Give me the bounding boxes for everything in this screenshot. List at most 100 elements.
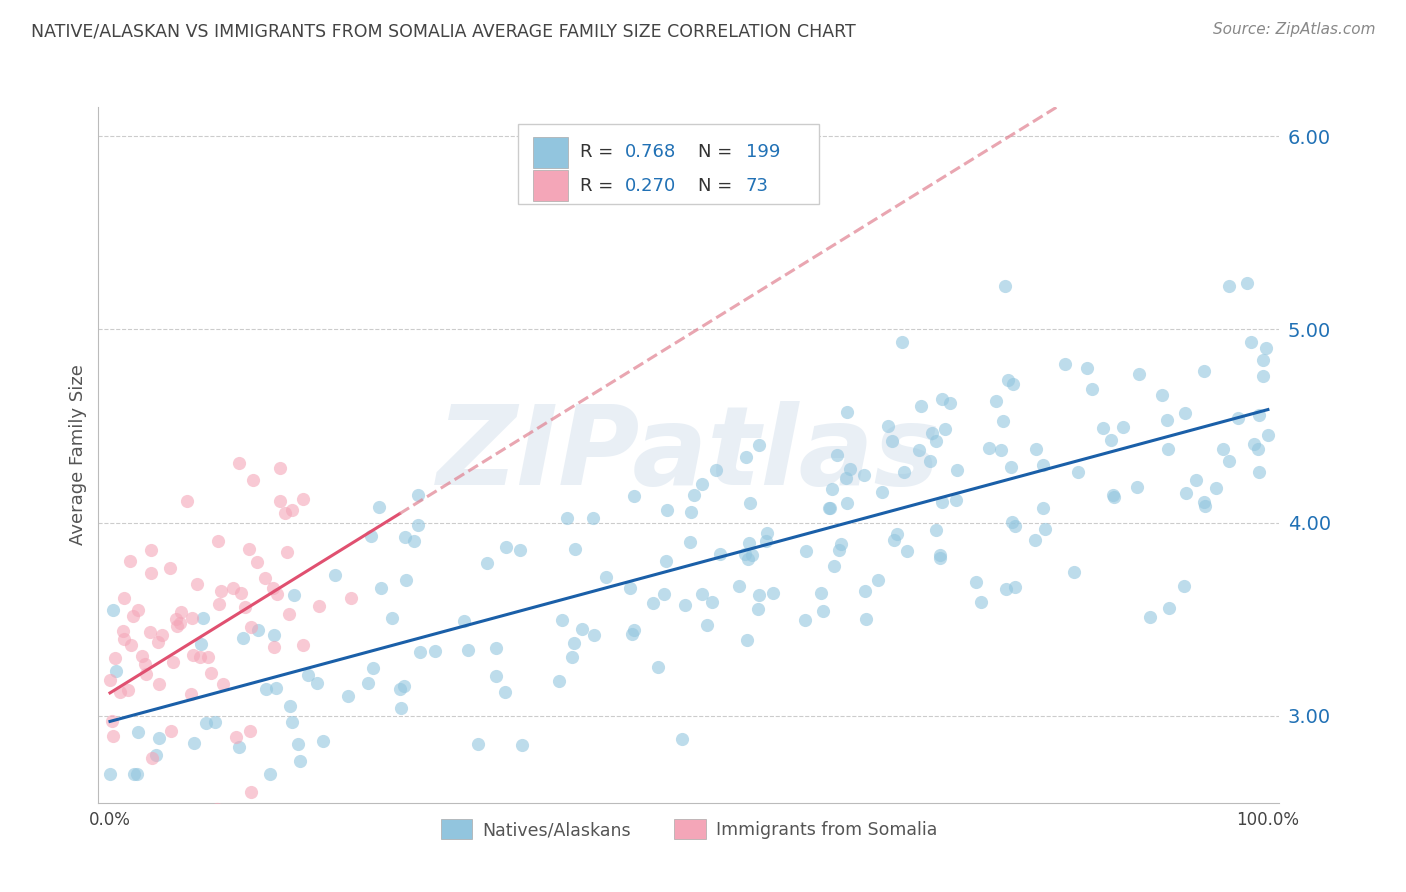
Point xyxy=(1150,388,1173,402)
Point xyxy=(696,618,718,632)
Point xyxy=(381,611,404,625)
Point xyxy=(945,492,967,507)
Point xyxy=(1001,377,1024,392)
Point xyxy=(340,591,363,605)
Point xyxy=(160,844,183,858)
Point xyxy=(207,534,229,549)
Point xyxy=(278,699,301,714)
Point xyxy=(853,467,876,482)
Point xyxy=(125,766,148,781)
Point xyxy=(818,501,841,516)
Point xyxy=(1254,341,1277,355)
Point xyxy=(934,422,956,436)
Point xyxy=(150,628,173,642)
Point xyxy=(673,598,696,612)
Point xyxy=(148,635,170,649)
Point xyxy=(239,723,262,738)
Point xyxy=(761,586,783,600)
Point xyxy=(756,525,779,540)
Point xyxy=(127,603,149,617)
Point xyxy=(671,732,693,747)
Point xyxy=(623,489,645,503)
Point xyxy=(1174,406,1197,420)
Point xyxy=(1205,481,1227,495)
Point xyxy=(205,802,228,816)
Point xyxy=(145,748,167,763)
Point xyxy=(281,502,304,516)
Point xyxy=(188,649,211,664)
Text: ZIPatlas: ZIPatlas xyxy=(437,401,941,508)
Point xyxy=(994,582,1017,596)
Point xyxy=(965,575,987,590)
Point xyxy=(1033,522,1056,536)
Point xyxy=(247,623,270,637)
Point xyxy=(169,615,191,630)
Point xyxy=(679,505,702,519)
Point xyxy=(139,566,162,580)
Point xyxy=(1000,459,1022,474)
Point xyxy=(945,463,967,477)
Point xyxy=(747,602,769,616)
Point xyxy=(1032,458,1054,472)
Point xyxy=(1104,491,1126,505)
Point xyxy=(748,438,770,452)
Point xyxy=(1249,409,1271,423)
Point xyxy=(159,724,181,739)
Point xyxy=(228,456,250,470)
Point xyxy=(112,624,135,639)
Point xyxy=(159,561,181,575)
Point xyxy=(263,640,285,655)
Point xyxy=(204,714,226,729)
FancyBboxPatch shape xyxy=(533,170,568,201)
Point xyxy=(734,450,756,464)
Point xyxy=(1080,382,1102,396)
Text: N =: N = xyxy=(699,177,738,194)
Point xyxy=(1112,420,1135,434)
Point xyxy=(297,668,319,682)
Point xyxy=(810,586,832,600)
Point xyxy=(547,673,569,688)
Point xyxy=(925,523,948,537)
Point xyxy=(148,731,170,746)
Point xyxy=(551,613,574,627)
Point xyxy=(1001,516,1024,530)
Point xyxy=(180,611,202,625)
Point xyxy=(811,604,834,618)
Text: 0.270: 0.270 xyxy=(626,177,676,194)
Point xyxy=(647,659,669,673)
Point xyxy=(194,716,217,731)
Point xyxy=(1157,442,1180,457)
Point xyxy=(308,599,330,613)
Text: N =: N = xyxy=(699,144,738,161)
Point xyxy=(910,399,932,413)
Point xyxy=(269,461,291,475)
Point xyxy=(283,588,305,602)
Point xyxy=(880,434,903,449)
Point xyxy=(388,681,411,696)
Point xyxy=(389,700,412,714)
Point xyxy=(984,394,1007,409)
Text: R =: R = xyxy=(581,144,619,161)
Point xyxy=(134,657,156,671)
Point xyxy=(828,543,851,558)
Point xyxy=(794,543,817,558)
Point xyxy=(907,443,929,458)
Point xyxy=(931,495,953,509)
Point xyxy=(404,534,426,549)
Point xyxy=(180,687,202,701)
Point xyxy=(918,453,941,467)
Point xyxy=(101,603,124,617)
Point xyxy=(823,559,845,574)
Point xyxy=(108,685,131,699)
Point xyxy=(190,637,212,651)
Point xyxy=(101,729,124,743)
Point xyxy=(100,766,122,781)
Point xyxy=(409,645,432,659)
Point xyxy=(183,736,205,750)
Point xyxy=(240,620,263,634)
Point xyxy=(148,677,170,691)
Point xyxy=(1240,334,1263,349)
FancyBboxPatch shape xyxy=(533,137,568,168)
Point xyxy=(737,536,759,550)
Point xyxy=(242,473,264,487)
